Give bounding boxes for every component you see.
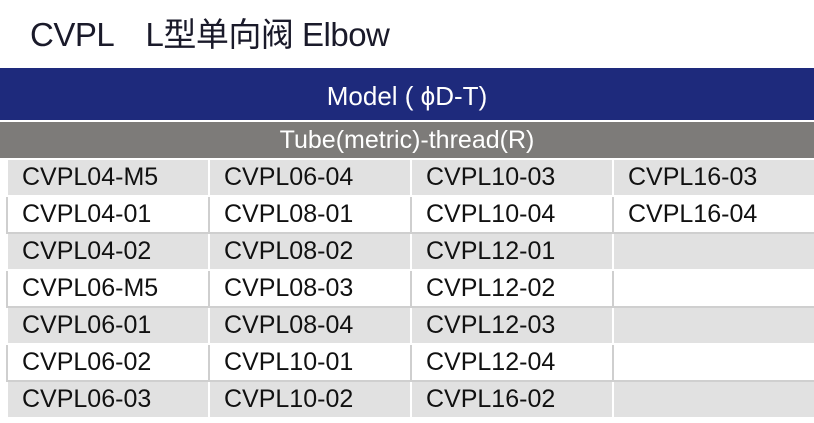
model-cell — [612, 343, 814, 382]
model-cell: CVPL12-04 — [410, 343, 614, 382]
model-cell: CVPL10-01 — [208, 343, 412, 382]
model-cell: CVPL16-02 — [410, 380, 614, 419]
table-row: CVPL04-01 CVPL08-01 CVPL10-04 CVPL16-04 — [6, 195, 814, 234]
model-cell: CVPL04-01 — [6, 195, 210, 234]
table-row: CVPL06-01 CVPL08-04 CVPL12-03 — [6, 306, 814, 345]
model-cell: CVPL12-02 — [410, 269, 614, 308]
model-cell: CVPL06-03 — [6, 380, 210, 419]
model-cell: CVPL12-03 — [410, 306, 614, 345]
table-header-model: Model ( ϕD-T) — [0, 68, 814, 120]
model-cell: CVPL06-04 — [208, 158, 412, 197]
model-cell: CVPL08-03 — [208, 269, 412, 308]
model-cell: CVPL10-04 — [410, 195, 614, 234]
model-cell: CVPL06-02 — [6, 343, 210, 382]
model-cell: CVPL06-M5 — [6, 269, 210, 308]
model-cell — [612, 269, 814, 308]
model-cell: CVPL08-01 — [208, 195, 412, 234]
model-cell: CVPL10-02 — [208, 380, 412, 419]
model-cell — [612, 232, 814, 271]
model-cell: CVPL10-03 — [410, 158, 614, 197]
model-cell: CVPL04-02 — [6, 232, 210, 271]
model-cell: CVPL16-03 — [612, 158, 814, 197]
model-table: CVPL04-M5 CVPL06-04 CVPL10-03 CVPL16-03 CVPL… — [6, 158, 814, 419]
table-row: CVPL06-02 CVPL10-01 CVPL12-04 — [6, 343, 814, 382]
model-cell: CVPL04-M5 — [6, 158, 210, 197]
model-cell: CVPL08-02 — [208, 232, 412, 271]
table-row: CVPL04-M5 CVPL06-04 CVPL10-03 CVPL16-03 — [6, 158, 814, 197]
table-row: CVPL06-03 CVPL10-02 CVPL16-02 — [6, 380, 814, 419]
page-title: CVPL L型单向阀 Elbow — [30, 16, 390, 53]
model-cell: CVPL12-01 — [410, 232, 614, 271]
model-cell: CVPL16-04 — [612, 195, 814, 234]
model-cell: CVPL08-04 — [208, 306, 412, 345]
model-cell — [612, 380, 814, 419]
table-row: CVPL04-02 CVPL08-02 CVPL12-01 — [6, 232, 814, 271]
model-cell: CVPL06-01 — [6, 306, 210, 345]
model-cell — [612, 306, 814, 345]
table-row: CVPL06-M5 CVPL08-03 CVPL12-02 — [6, 269, 814, 308]
table-subheader: Tube(metric)-thread(R) — [0, 122, 814, 158]
